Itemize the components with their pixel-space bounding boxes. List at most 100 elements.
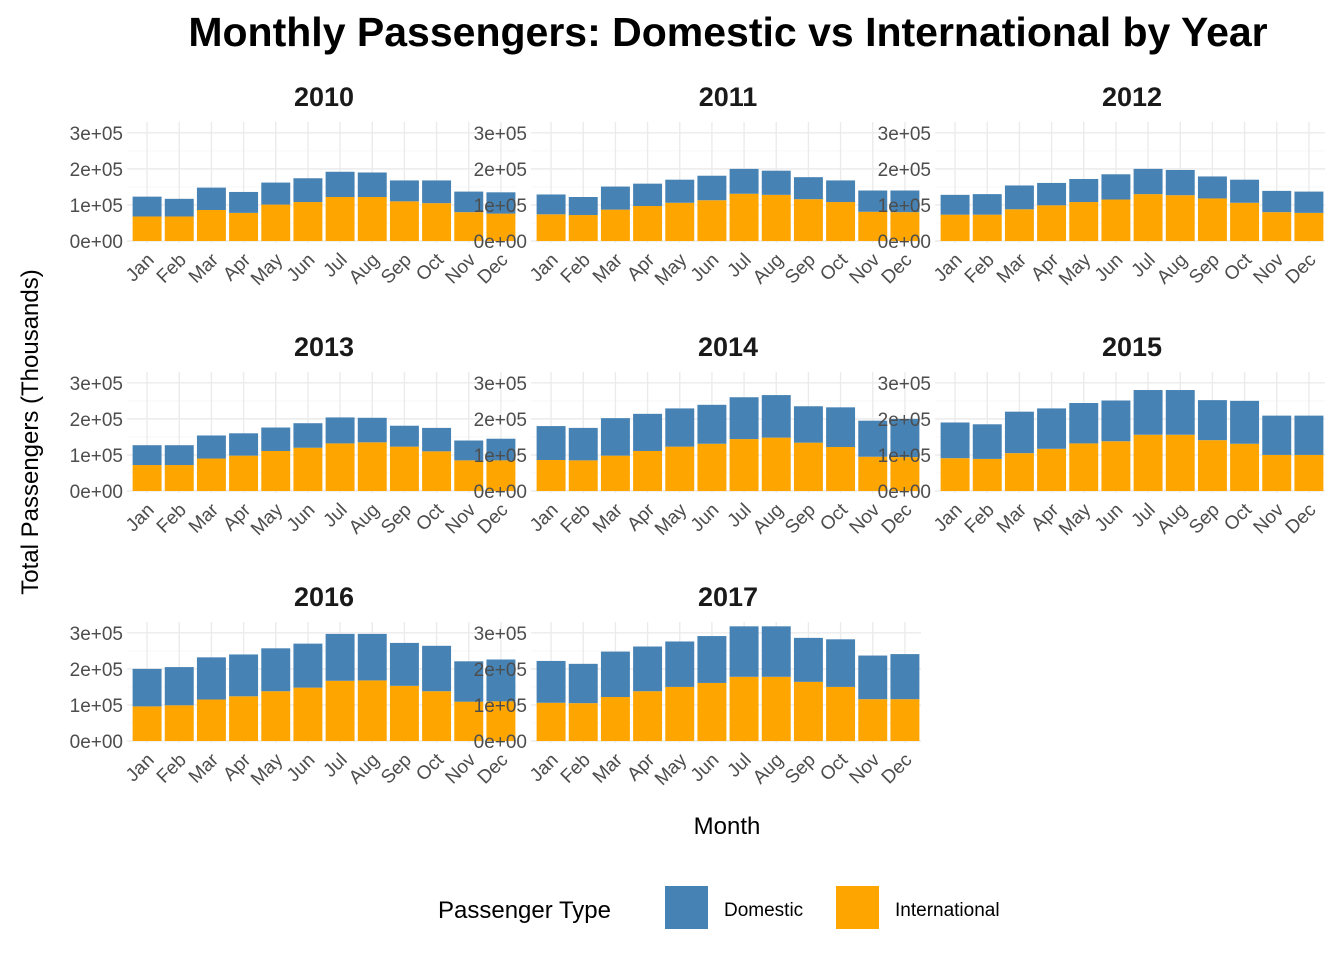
x-tick-label: Feb xyxy=(153,250,191,288)
bar-international-2016-nov xyxy=(454,701,484,741)
facet-panel-2011: 20110e+001e+052e+053e+05JanFebMarAprMayJ… xyxy=(474,82,921,290)
x-tick-label: Jun xyxy=(1091,250,1128,287)
y-tick-label: 1e+05 xyxy=(474,446,527,467)
bar-international-2015-nov xyxy=(1262,454,1292,491)
bar-domestic-2011-mar xyxy=(600,186,630,210)
x-tick-label: Aug xyxy=(749,250,788,289)
bar-international-2011-jan xyxy=(536,214,566,241)
bar-international-2017-jun xyxy=(697,682,727,741)
bar-domestic-2014-dec xyxy=(890,418,920,458)
bar-international-2015-aug xyxy=(1165,434,1195,491)
bar-domestic-2010-mar xyxy=(196,187,226,210)
bar-domestic-2010-may xyxy=(261,182,291,205)
y-tick-label: 3e+05 xyxy=(474,374,527,395)
x-tick-label: Jul xyxy=(724,500,756,532)
bar-domestic-2016-aug xyxy=(357,633,387,681)
x-tick-label: Oct xyxy=(412,749,448,785)
bar-domestic-2017-jul xyxy=(729,626,759,677)
bar-international-2015-oct xyxy=(1230,443,1260,491)
bar-domestic-2015-nov xyxy=(1262,415,1292,455)
bar-international-2017-apr xyxy=(633,691,663,741)
x-tick-label: Apr xyxy=(219,499,255,535)
y-tick-label: 0e+00 xyxy=(70,482,123,503)
y-tick-label: 0e+00 xyxy=(878,482,931,503)
x-tick-label: May xyxy=(651,499,692,540)
y-tick-label: 2e+05 xyxy=(70,660,123,681)
bar-international-2010-mar xyxy=(196,209,226,241)
x-tick-label: Dec xyxy=(878,500,917,539)
y-tick-label: 0e+00 xyxy=(878,232,931,253)
x-tick-label: Jul xyxy=(724,250,756,282)
y-tick-label: 3e+05 xyxy=(70,374,123,395)
bar-domestic-2015-mar xyxy=(1004,411,1034,454)
bar-international-2013-jul xyxy=(325,443,355,491)
y-tick-label: 1e+05 xyxy=(474,196,527,217)
x-tick-label: Feb xyxy=(557,750,595,788)
bar-international-2013-sep xyxy=(389,446,419,491)
bar-domestic-2012-jul xyxy=(1133,168,1163,195)
bar-domestic-2016-jun xyxy=(293,643,323,688)
bar-domestic-2016-oct xyxy=(422,645,452,692)
bar-domestic-2016-nov xyxy=(454,661,484,702)
bar-international-2011-aug xyxy=(761,194,791,241)
bar-international-2010-apr xyxy=(229,212,259,241)
bar-international-2016-mar xyxy=(196,699,226,741)
bar-domestic-2010-oct xyxy=(422,180,452,204)
x-tick-label: Jan xyxy=(122,500,159,537)
facet-panel-2013: 20130e+001e+052e+053e+05JanFebMarAprMayJ… xyxy=(70,332,517,540)
facet-panel-2012: 20120e+001e+052e+053e+05JanFebMarAprMayJ… xyxy=(878,82,1325,290)
x-tick-label: May xyxy=(1055,249,1096,290)
x-tick-label: Jul xyxy=(320,750,352,782)
x-tick-label: Oct xyxy=(1220,249,1256,285)
y-tick-label: 3e+05 xyxy=(878,124,931,145)
bar-domestic-2010-nov xyxy=(454,191,484,213)
x-tick-label: Nov xyxy=(1250,249,1289,288)
y-tick-label: 3e+05 xyxy=(474,124,527,145)
bar-international-2016-jul xyxy=(325,680,355,741)
x-tick-label: Jul xyxy=(724,750,756,782)
x-tick-label: Feb xyxy=(961,250,999,288)
bar-domestic-2017-nov xyxy=(858,655,888,700)
bar-international-2013-nov xyxy=(454,460,484,491)
x-tick-label: Jun xyxy=(687,750,724,787)
bar-domestic-2012-jun xyxy=(1101,174,1131,200)
y-tick-label: 0e+00 xyxy=(70,232,123,253)
bar-domestic-2010-jan xyxy=(132,196,162,217)
bar-domestic-2015-aug xyxy=(1165,390,1195,435)
bar-international-2014-aug xyxy=(761,437,791,491)
bar-international-2014-may xyxy=(665,446,695,491)
bar-international-2016-oct xyxy=(422,691,452,741)
bar-international-2016-sep xyxy=(389,685,419,741)
x-tick-label: May xyxy=(247,249,288,290)
bar-domestic-2012-dec xyxy=(1294,191,1324,213)
x-tick-label: Jun xyxy=(283,250,320,287)
x-tick-label: Nov xyxy=(442,249,481,288)
x-tick-label: Aug xyxy=(345,250,384,289)
bar-domestic-2011-apr xyxy=(633,183,663,207)
bar-international-2013-jan xyxy=(132,465,162,491)
x-tick-label: Apr xyxy=(623,249,659,285)
x-tick-label: Sep xyxy=(377,250,416,289)
y-tick-label: 1e+05 xyxy=(70,196,123,217)
legend-key-international xyxy=(836,886,879,929)
x-tick-label: Oct xyxy=(816,249,852,285)
x-tick-label: Sep xyxy=(781,500,820,539)
bar-domestic-2015-oct xyxy=(1230,400,1260,444)
x-tick-label: Dec xyxy=(474,750,513,789)
x-tick-label: Jul xyxy=(320,250,352,282)
bar-domestic-2017-dec xyxy=(890,654,920,700)
x-tick-label: Nov xyxy=(846,749,885,788)
x-tick-label: Aug xyxy=(345,500,384,539)
x-tick-label: Dec xyxy=(474,250,513,289)
bar-international-2012-jan xyxy=(940,214,970,241)
bar-international-2016-jun xyxy=(293,687,323,741)
bar-international-2015-jan xyxy=(940,458,970,491)
bar-international-2016-may xyxy=(261,691,291,741)
bar-international-2016-jan xyxy=(132,706,162,741)
bar-international-2011-feb xyxy=(568,215,598,241)
bar-international-2012-oct xyxy=(1230,202,1260,241)
bar-domestic-2014-jan xyxy=(536,426,566,460)
x-tick-label: Mar xyxy=(993,249,1031,287)
bar-domestic-2013-nov xyxy=(454,440,484,461)
y-tick-label: 1e+05 xyxy=(878,196,931,217)
